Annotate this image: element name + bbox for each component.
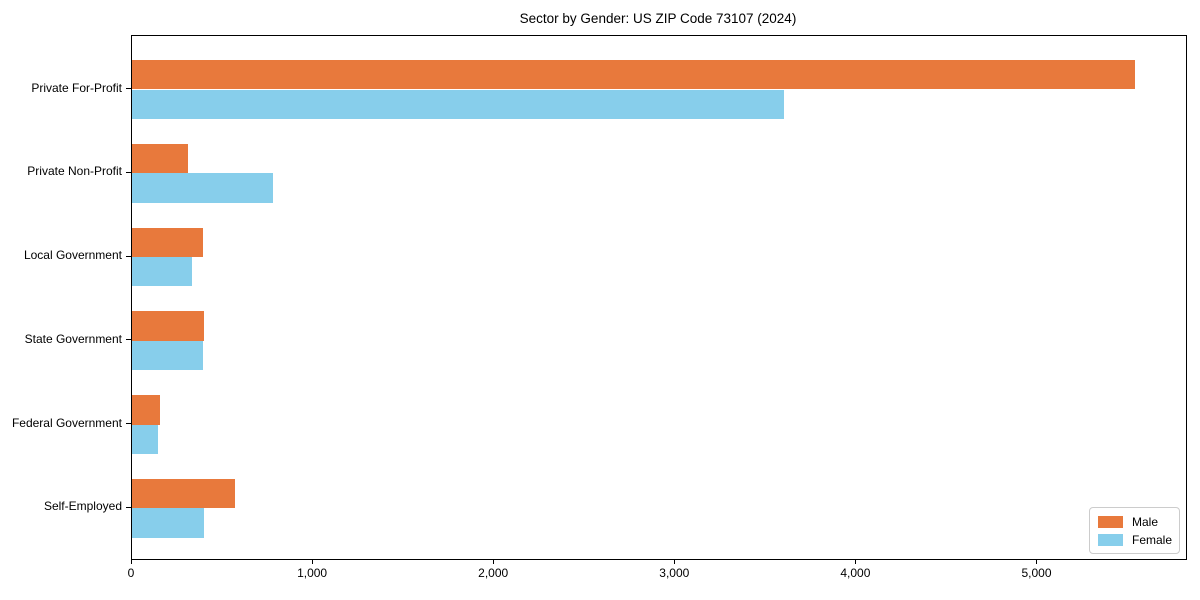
y-tick-label: Federal Government bbox=[11, 415, 122, 430]
x-tick-label: 2,000 bbox=[478, 566, 509, 580]
plot-area bbox=[131, 35, 1187, 560]
y-tick-mark bbox=[126, 506, 131, 508]
bar-male-3 bbox=[132, 227, 203, 257]
y-tick-label: Private For-Profit bbox=[31, 80, 122, 95]
legend: Male Female bbox=[1089, 507, 1180, 554]
y-tick-label: Private Non-Profit bbox=[27, 164, 122, 179]
x-tick-label: 1,000 bbox=[297, 566, 328, 580]
x-tick-label: 0 bbox=[127, 566, 135, 580]
bar-male-2 bbox=[132, 143, 189, 174]
x-tick-label: 3,000 bbox=[659, 566, 690, 580]
x-tick-mark bbox=[312, 559, 314, 564]
legend-label-male: Male bbox=[1132, 515, 1159, 529]
y-tick-label: Self-Employed bbox=[43, 499, 122, 514]
legend-item-female: Female bbox=[1098, 533, 1173, 547]
y-tick-mark bbox=[126, 88, 131, 89]
y-tick-mark bbox=[126, 339, 131, 341]
bar-female-2 bbox=[132, 173, 274, 203]
legend-swatch-male-icon bbox=[1098, 516, 1123, 528]
bar-female-6 bbox=[132, 508, 205, 538]
legend-item-male: Male bbox=[1098, 515, 1171, 529]
x-tick-mark bbox=[674, 559, 676, 564]
chart-title: Sector by Gender: US ZIP Code 73107 (202… bbox=[519, 11, 797, 26]
bar-female-3 bbox=[132, 257, 192, 287]
x-tick-mark bbox=[131, 559, 132, 564]
x-tick-label: 4,000 bbox=[840, 566, 871, 580]
y-tick-mark bbox=[126, 423, 131, 425]
bar-female-4 bbox=[132, 340, 203, 371]
y-tick-mark bbox=[126, 255, 131, 257]
bar-male-1 bbox=[132, 60, 1136, 90]
x-tick-mark bbox=[1036, 559, 1038, 564]
bar-male-5 bbox=[132, 395, 161, 425]
y-tick-label: State Government bbox=[24, 331, 122, 346]
legend-swatch-female-icon bbox=[1098, 534, 1123, 546]
x-tick-mark bbox=[855, 559, 857, 564]
bar-female-1 bbox=[132, 89, 784, 119]
x-tick-mark bbox=[493, 559, 495, 564]
legend-label-female: Female bbox=[1132, 533, 1173, 547]
bar-male-6 bbox=[132, 478, 236, 509]
bar-male-4 bbox=[132, 311, 205, 341]
bar-female-5 bbox=[132, 424, 159, 454]
x-tick-label: 5,000 bbox=[1021, 566, 1052, 580]
y-tick-label: Local Government bbox=[23, 248, 122, 263]
y-tick-mark bbox=[126, 171, 131, 173]
